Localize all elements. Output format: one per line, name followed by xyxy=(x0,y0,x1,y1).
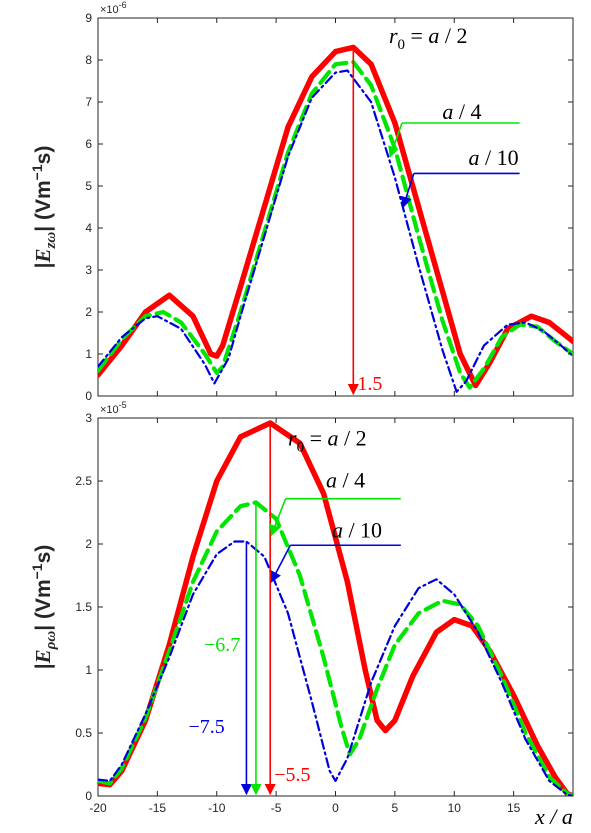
bottom-marker-label-r0_a10: −7.5 xyxy=(188,716,224,738)
top-ylabel: |Ezω| (Vm−1s) xyxy=(29,146,59,269)
bottom-annotation-r0_a10: a / 10 xyxy=(332,518,382,543)
bottom-xtick-label: -15 xyxy=(149,801,167,815)
top-ytick-label: 9 xyxy=(85,11,92,25)
top-ytick-label: 6 xyxy=(85,137,92,151)
bottom-xtick-label: -20 xyxy=(89,801,107,815)
top-axes-box xyxy=(97,17,574,397)
bottom-xtick-label: -5 xyxy=(271,801,282,815)
bottom-xlabel: x / a xyxy=(534,804,573,829)
bottom-ytick-label: 3 xyxy=(85,411,92,425)
bottom-series-r0_a10 xyxy=(98,540,573,796)
bottom-ytick-label: 0.5 xyxy=(75,726,92,740)
bottom-series-r0_a4 xyxy=(98,500,573,796)
top-series-r0_a2 xyxy=(98,44,573,389)
bottom-ytick-label: 2 xyxy=(85,537,92,551)
top-annotation-arrow-r0_a4 xyxy=(388,122,403,158)
top-annotation-arrow-r0_a10 xyxy=(400,173,415,209)
top-chart-panel: 0 1 2 3 4 5 6 7 8 9 ×10-6 |Ezω| (Vm−1s) 1.5 r0 = a / … xyxy=(29,0,574,403)
bottom-chart-panel: -20 -15 -10 -5 0 5 10 15 0 0.5 1 1.5 2 2.5 3 ×10-5 |Eρω|… xyxy=(29,400,574,829)
bottom-ytick-label: 1.5 xyxy=(75,600,92,614)
bottom-xtick-label: -10 xyxy=(208,801,226,815)
bottom-y-multiplier: ×10-5 xyxy=(100,400,127,416)
bottom-marker-label-r0_a4: −6.7 xyxy=(204,634,240,656)
top-ytick-label: 1 xyxy=(85,347,92,361)
top-annotation-r0_a4: a / 4 xyxy=(442,99,481,124)
top-ytick-label: 7 xyxy=(85,95,92,109)
top-series-r0_a10 xyxy=(98,69,573,393)
bottom-series-r0_a2 xyxy=(98,420,573,796)
top-annotation-r0_a2: r0 = a / 2 xyxy=(389,23,468,53)
bottom-annotation-r0_a4: a / 4 xyxy=(326,467,365,492)
bottom-annotation-r0_a2: r0 = a / 2 xyxy=(288,426,367,456)
top-series-r0_a4 xyxy=(98,60,573,390)
bottom-marker-label-r0_a2: −5.5 xyxy=(274,764,310,786)
bottom-ytick-label: 2.5 xyxy=(75,474,92,488)
bottom-annotation-arrow-r0_a10 xyxy=(270,544,292,583)
top-marker-label-r0_a2: 1.5 xyxy=(357,373,382,395)
top-ytick-label: 5 xyxy=(85,179,92,193)
top-ytick-label: 3 xyxy=(85,263,92,277)
bottom-xtick-label: 0 xyxy=(332,801,339,815)
top-y-multiplier: ×10-6 xyxy=(100,0,127,16)
bottom-xtick-label: 15 xyxy=(507,801,521,815)
bottom-ytick-label: 1 xyxy=(85,663,92,677)
top-ytick-label: 0 xyxy=(85,389,92,403)
top-ytick-label: 2 xyxy=(85,305,92,319)
bottom-ytick-label: 0 xyxy=(85,789,92,803)
bottom-ylabel: |Eρω| (Vm−1s) xyxy=(29,545,59,670)
top-ytick-label: 4 xyxy=(85,221,92,235)
top-ytick-label: 8 xyxy=(85,53,92,67)
top-annotation-r0_a10: a / 10 xyxy=(469,145,519,170)
bottom-xtick-label: 10 xyxy=(448,801,462,815)
bottom-annotation-arrow-r0_a4 xyxy=(269,498,287,537)
bottom-xtick-label: 5 xyxy=(392,801,399,815)
